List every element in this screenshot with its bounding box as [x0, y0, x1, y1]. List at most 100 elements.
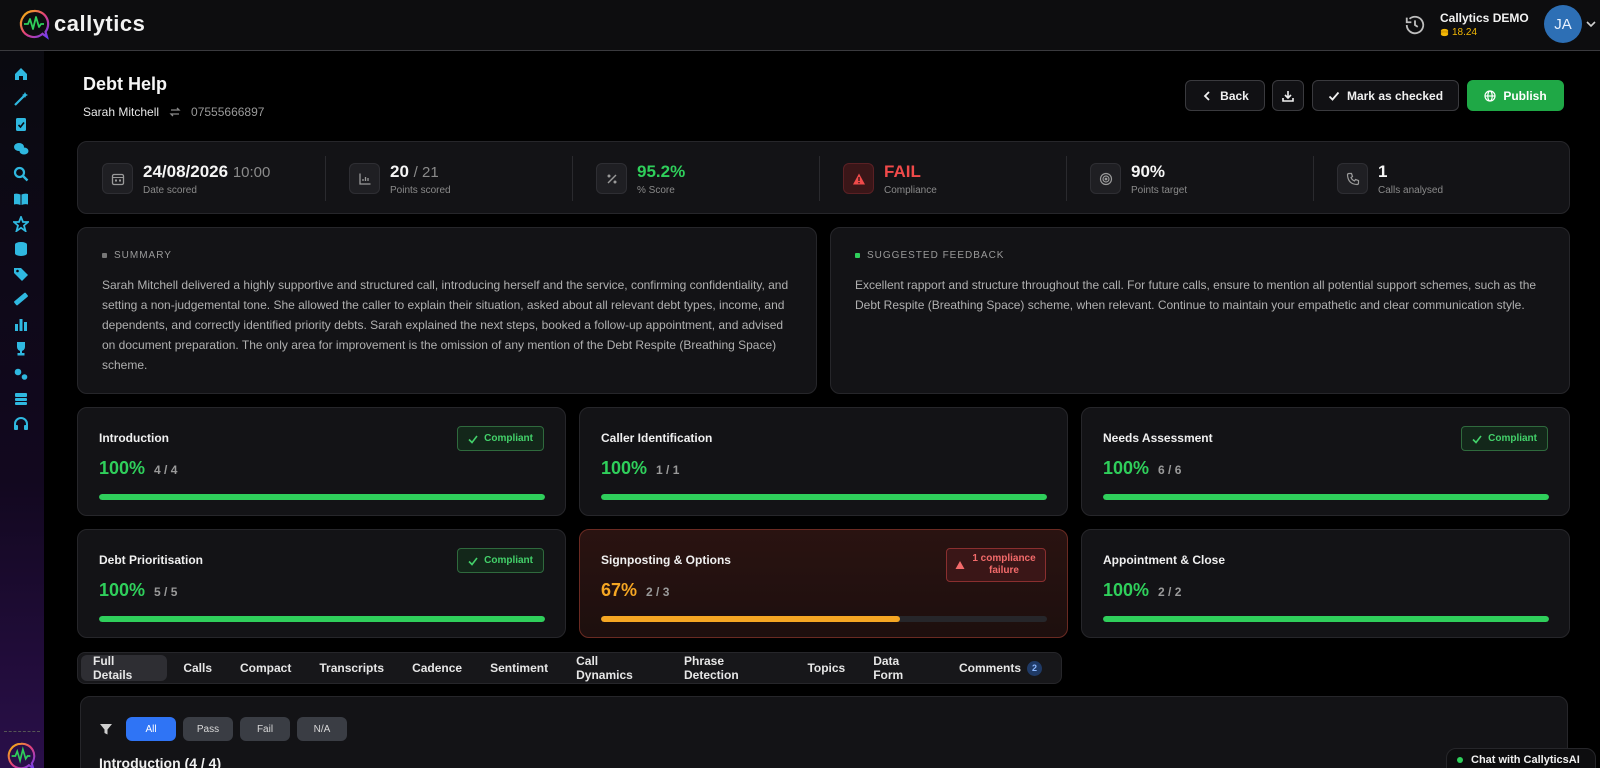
- coins-icon: [1440, 28, 1449, 37]
- date-label: Date scored: [143, 184, 197, 196]
- tags-icon[interactable]: [13, 266, 29, 282]
- ruler-icon[interactable]: [13, 291, 29, 307]
- search-icon[interactable]: [13, 166, 29, 182]
- chevron-down-icon[interactable]: [1585, 18, 1597, 30]
- stat-compliance: FAIL Compliance: [819, 142, 1065, 215]
- section-percent: 100%: [99, 458, 146, 478]
- details-panel: All Pass Fail N/A Introduction (4 / 4): [80, 696, 1568, 768]
- chat-bubbles-icon[interactable]: [13, 141, 29, 157]
- tab-comments-label: Comments: [958, 661, 1021, 675]
- target-label: Points target: [1131, 184, 1188, 196]
- tab-full-details[interactable]: Full Details: [81, 654, 168, 682]
- layers-icon[interactable]: [13, 391, 29, 407]
- check-icon: [468, 557, 478, 566]
- sidebar: [0, 51, 44, 768]
- sidebar-divider: [4, 731, 40, 732]
- publish-button[interactable]: Publish: [1467, 80, 1564, 111]
- section-card-debt-prioritisation[interactable]: Debt Prioritisation Compliant 100% 5 / 5: [77, 529, 566, 638]
- calls-value: 1: [1378, 161, 1388, 181]
- swap-arrows-icon: [169, 107, 181, 117]
- agent-name: Sarah Mitchell: [83, 105, 160, 119]
- settings-icon[interactable]: [13, 366, 29, 382]
- tab-calls[interactable]: Calls: [183, 661, 213, 675]
- tab-transcripts[interactable]: Transcripts: [319, 661, 385, 675]
- tab-call-dynamics[interactable]: Call Dynamics: [576, 654, 633, 682]
- section-title: Introduction: [99, 431, 169, 445]
- filter-na[interactable]: N/A: [297, 717, 347, 741]
- compliant-badge: Compliant: [457, 548, 544, 573]
- top-bar: callytics Callytics DEMO 18.24 JA: [0, 0, 1600, 51]
- section-progress: [601, 494, 1047, 500]
- tab-sentiment[interactable]: Sentiment: [490, 661, 549, 675]
- mark-checked-button[interactable]: Mark as checked: [1312, 80, 1459, 111]
- tab-phrase-detection[interactable]: Phrase Detection: [683, 654, 739, 682]
- section-points: 6 / 6: [1158, 463, 1182, 477]
- tab-comments[interactable]: Comments 2: [947, 655, 1054, 681]
- tab-data-form[interactable]: Data Form: [873, 654, 904, 682]
- score-value: 95.2%: [637, 161, 686, 181]
- section-title: Needs Assessment: [1103, 431, 1213, 445]
- download-icon: [1282, 90, 1294, 102]
- check-icon: [468, 435, 478, 444]
- section-card-caller-identification[interactable]: Caller Identification 100% 1 / 1: [579, 407, 1068, 516]
- chevron-left-icon: [1203, 90, 1210, 101]
- app-logo[interactable]: callytics: [18, 8, 145, 40]
- trophy-icon[interactable]: [13, 341, 29, 357]
- stat-score: 95.2% % Score: [572, 142, 818, 215]
- clipboard-check-icon[interactable]: [13, 116, 29, 132]
- percent-icon: [596, 163, 627, 194]
- points-label: Points scored: [390, 184, 451, 196]
- sidebar-logo-icon[interactable]: [6, 741, 36, 768]
- home-icon[interactable]: [13, 66, 29, 82]
- section-percent: 67%: [601, 580, 638, 600]
- compliance-label: Compliance: [884, 184, 937, 196]
- download-button[interactable]: [1272, 80, 1304, 111]
- warning-icon: [955, 561, 965, 569]
- section-title: Caller Identification: [601, 431, 713, 445]
- database-icon[interactable]: [13, 241, 29, 257]
- section-points: 5 / 5: [154, 585, 178, 599]
- filter-pass[interactable]: Pass: [183, 717, 233, 741]
- stat-date: 24/08/2026 10:00 Date scored: [78, 142, 324, 215]
- tab-topics[interactable]: Topics: [807, 661, 846, 675]
- book-open-icon[interactable]: [13, 191, 29, 207]
- tab-cadence[interactable]: Cadence: [412, 661, 463, 675]
- phone-number: 07555666897: [191, 105, 265, 119]
- section-card-introduction[interactable]: Introduction Compliant 100% 4 / 4: [77, 407, 566, 516]
- back-button[interactable]: Back: [1185, 80, 1265, 111]
- section-card-appointment-close[interactable]: Appointment & Close 100% 2 / 2: [1081, 529, 1570, 638]
- target-icon: [1090, 163, 1121, 194]
- feedback-heading: SUGGESTED FEEDBACK: [867, 250, 1005, 261]
- points-value: 20: [390, 161, 409, 181]
- section-card-signposting-options[interactable]: Signposting & Options 1 compliance failu…: [579, 529, 1068, 638]
- section-progress: [1103, 494, 1549, 500]
- section-progress: [99, 616, 545, 622]
- summary-card: SUMMARY Sarah Mitchell delivered a highl…: [77, 227, 817, 394]
- chart-icon: [349, 163, 380, 194]
- section-percent: 100%: [1103, 458, 1150, 478]
- avatar[interactable]: JA: [1544, 5, 1582, 43]
- headset-icon[interactable]: [13, 416, 29, 432]
- section-title: Debt Prioritisation: [99, 553, 204, 567]
- stat-points: 20 / 21 Points scored: [325, 142, 571, 215]
- section-card-needs-assessment[interactable]: Needs Assessment Compliant 100% 6 / 6: [1081, 407, 1570, 516]
- section-points: 1 / 1: [656, 463, 680, 477]
- tab-compact[interactable]: Compact: [240, 661, 292, 675]
- chat-launcher[interactable]: Chat with CallyticsAI: [1446, 748, 1596, 768]
- app-name: callytics: [54, 11, 146, 36]
- account-info[interactable]: Callytics DEMO 18.24: [1440, 11, 1529, 38]
- details-heading: Introduction (4 / 4): [99, 755, 222, 768]
- summary-marker-icon: [102, 253, 107, 258]
- bar-chart-icon[interactable]: [13, 316, 29, 332]
- stats-strip: 24/08/2026 10:00 Date scored 20 / 21 Poi…: [77, 141, 1570, 214]
- feedback-marker-icon: [855, 253, 860, 258]
- filter-all[interactable]: All: [126, 717, 176, 741]
- section-progress: [1103, 616, 1549, 622]
- agent-line: Sarah Mitchell 07555666897: [83, 105, 264, 119]
- history-icon[interactable]: [1404, 14, 1426, 36]
- filter-icon[interactable]: [99, 722, 113, 736]
- star-person-icon[interactable]: [11, 214, 31, 234]
- filter-fail[interactable]: Fail: [240, 717, 290, 741]
- globe-icon: [1484, 89, 1496, 102]
- magic-wand-icon[interactable]: [13, 91, 29, 107]
